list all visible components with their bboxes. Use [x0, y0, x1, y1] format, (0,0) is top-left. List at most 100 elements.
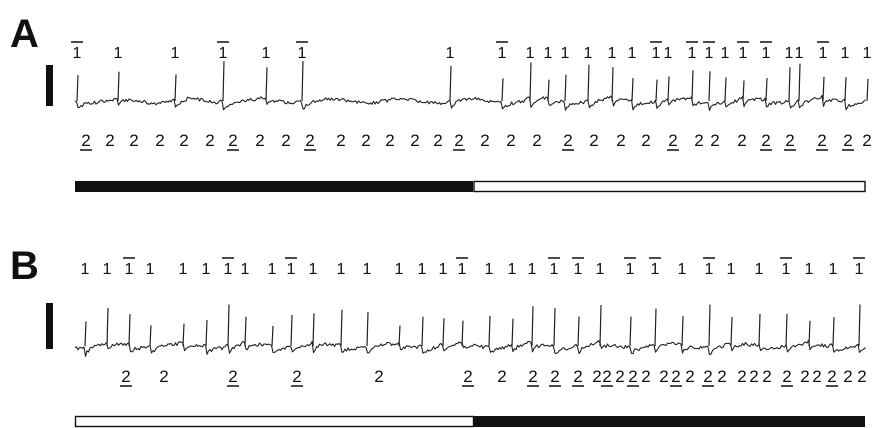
- panel-b-bottom-label: 2: [800, 367, 809, 386]
- panel-b-spike: [245, 317, 246, 346]
- panel-b-spike: [655, 309, 656, 346]
- panel-b-top-label: 1: [574, 261, 583, 278]
- panel-a-top-label: 1: [608, 45, 617, 62]
- panel-a-top-label: 1: [584, 45, 593, 62]
- panel-b-stimulus-bar-dark: [474, 416, 865, 427]
- panel-a-top-label: 1: [721, 45, 730, 62]
- panel-b-top-label: 1: [146, 261, 155, 278]
- panel-b-spike: [532, 306, 533, 346]
- panel-b-spike: [422, 317, 423, 346]
- panel-b-spike: [809, 321, 810, 346]
- panel-b-spike: [107, 308, 108, 346]
- panel-a-top-label: 1: [526, 45, 535, 62]
- panel-a-bottom-label: 2: [205, 131, 214, 150]
- panel-a-top-label: 1: [298, 45, 307, 62]
- panel-a-spike: [725, 78, 726, 101]
- panel-b-top-label: 1: [202, 261, 211, 278]
- panel-a-spike: [223, 61, 224, 101]
- panel-b-bottom-label: 2: [628, 367, 637, 386]
- panel-a-bottom-label: 2: [589, 131, 598, 150]
- panel-b-top-label: 1: [179, 261, 188, 278]
- panel-a-top-label: 1: [664, 45, 673, 62]
- panel-b-top-label: 1: [268, 261, 277, 278]
- panel-a-stimulus-bar-dark: [75, 181, 473, 192]
- panel-b-stimulus-bar-light: [76, 417, 474, 427]
- panel-a-spike: [502, 78, 503, 101]
- panel-a-spike: [266, 67, 267, 101]
- panel-b-top-label: 1: [395, 261, 404, 278]
- panel-a-spike: [799, 64, 800, 101]
- panel-b-bottom-label: 2: [782, 367, 791, 386]
- panel-b-top-label: 1: [596, 261, 605, 278]
- panel-a-spike: [612, 67, 613, 101]
- panel-a-top-label: 1: [785, 45, 794, 62]
- panel-a-bottom-label: 2: [305, 131, 314, 150]
- panel-b-top-label: 1: [805, 261, 814, 278]
- panel-a-scale-bar: [46, 65, 53, 106]
- panel-a-spike: [668, 76, 669, 101]
- panel-a-top-label: 1: [171, 45, 180, 62]
- panel-b-spike: [512, 319, 513, 346]
- panel-b-top-label: 1: [418, 261, 427, 278]
- panel-a-top-label: 1: [219, 45, 228, 62]
- panel-a-spike: [450, 66, 451, 101]
- panel-a-bottom-label: 2: [281, 131, 290, 150]
- panel-a-bottom-label: 2: [454, 131, 463, 150]
- panel-b-bottom-label: 2: [228, 367, 237, 386]
- panel-a-bottom-label: 2: [228, 131, 237, 150]
- panel-b-bottom-label: 2: [497, 367, 506, 386]
- panel-a-top-label: 1: [544, 45, 553, 62]
- panel-a-top-label: 1: [498, 45, 507, 62]
- panel-a-bottom-label: 2: [385, 131, 394, 150]
- panel-b-spike: [462, 321, 463, 346]
- panel-b-top-label: 1: [241, 261, 250, 278]
- panel-a-trace: [75, 95, 866, 110]
- panel-b-top-label: 1: [439, 261, 448, 278]
- panel-a-bottom-label: 2: [862, 131, 871, 150]
- panel-b-top-label: 1: [678, 261, 687, 278]
- panel-a-bottom-label: 2: [361, 131, 370, 150]
- panel-b-bottom-label: 2: [717, 367, 726, 386]
- panel-a-top-label: 1: [739, 45, 748, 62]
- panel-a-spike: [565, 75, 566, 101]
- panel-b-bottom-label: 2: [592, 367, 601, 386]
- panel-a-spike: [118, 72, 119, 101]
- panel-b-spike: [489, 316, 490, 346]
- panel-b-top-label: 1: [458, 261, 467, 278]
- panel-b-spike: [150, 325, 151, 346]
- panel-a-spike: [766, 78, 767, 101]
- panel-b-bottom-label: 2: [671, 367, 680, 386]
- panel-b-spike: [183, 324, 184, 346]
- panel-b-spike: [272, 326, 273, 346]
- panel-b-bottom-label: 2: [703, 367, 712, 386]
- panel-a-spikes: [77, 61, 868, 101]
- panel-a-bottom-label: 2: [81, 131, 90, 150]
- panel-b-bottom-label: 2: [615, 367, 624, 386]
- panel-b-spike: [731, 317, 732, 346]
- panel-b-top-label: 1: [550, 261, 559, 278]
- panel-b-bottom-label: 2: [602, 367, 611, 386]
- panel-a-stimulus-bar-light: [474, 182, 865, 192]
- panel-b-top-label: 1: [309, 261, 318, 278]
- panel-b-bottom-label: 2: [843, 367, 852, 386]
- panel-a-bottom-label: 2: [817, 131, 826, 150]
- panel-a-top-label: 1: [114, 45, 123, 62]
- panel-a-bottom-label: 2: [336, 131, 345, 150]
- panel-a-bottom-label: 2: [843, 131, 852, 150]
- panel-a-spike: [302, 61, 303, 101]
- panel-b-bottom-label: 2: [292, 367, 301, 386]
- panel-a-top-label: 1: [795, 45, 804, 62]
- panel-b-spikes: [85, 305, 860, 346]
- panel-b-bottom-label: 2: [121, 367, 130, 386]
- panel-b-top-label: 1: [829, 261, 838, 278]
- panel-b-spike: [291, 315, 292, 346]
- panel-b-spike: [341, 310, 342, 346]
- panel-a-top-label: 1: [688, 45, 697, 62]
- panel-a-bottom-label: 2: [105, 131, 114, 150]
- panel-b-spike: [228, 305, 229, 346]
- panel-b-top-label: 1: [103, 261, 112, 278]
- panel-b-spike: [554, 308, 555, 346]
